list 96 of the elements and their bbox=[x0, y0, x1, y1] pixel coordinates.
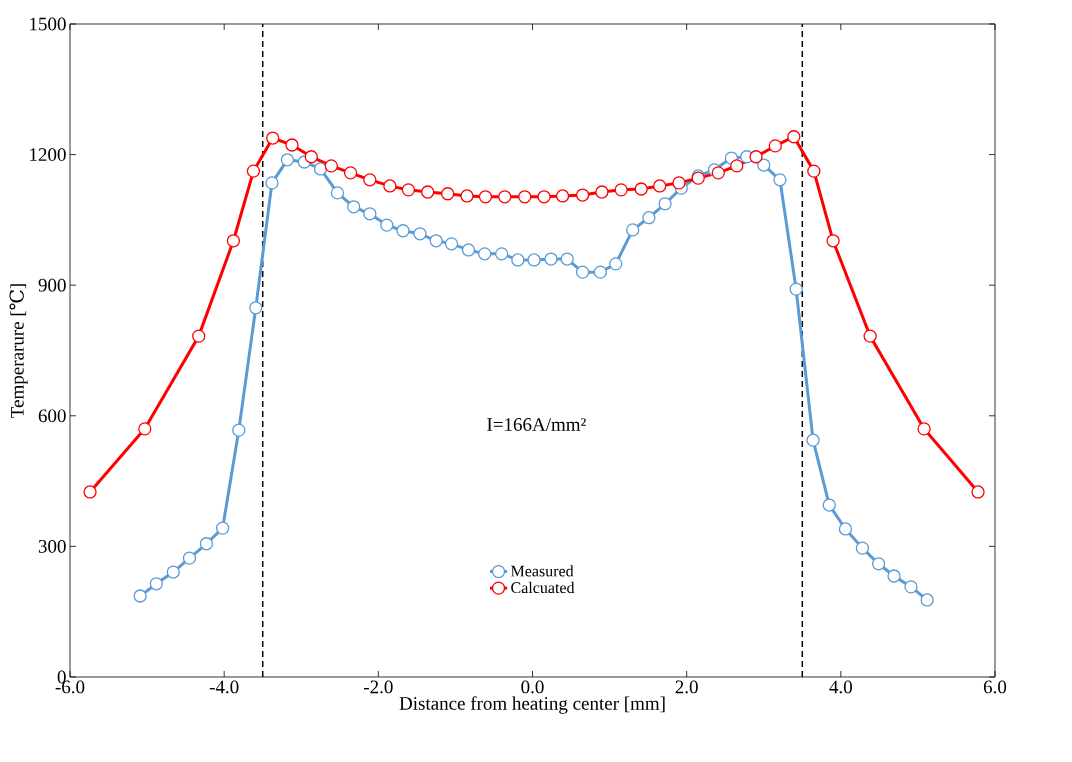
point bbox=[478, 190, 493, 204]
point bbox=[83, 485, 97, 499]
point bbox=[642, 211, 656, 225]
point bbox=[444, 237, 459, 251]
point bbox=[246, 164, 261, 178]
point bbox=[614, 183, 628, 197]
x-tick-label: 4.0 bbox=[829, 680, 852, 694]
annotation: I=166A/mm² bbox=[487, 418, 586, 431]
x-tick-label: 0.0 bbox=[521, 680, 544, 694]
x-tick-label: 2.0 bbox=[675, 680, 698, 694]
y-tick-label: 600 bbox=[38, 409, 66, 423]
point bbox=[653, 179, 667, 193]
point bbox=[313, 162, 328, 176]
point bbox=[149, 577, 163, 591]
point bbox=[971, 485, 985, 499]
x-axis-title: Distance from heating center [mm] bbox=[399, 696, 665, 714]
point bbox=[232, 423, 246, 437]
point bbox=[133, 589, 147, 603]
point bbox=[199, 537, 214, 551]
point bbox=[555, 189, 570, 203]
point bbox=[789, 282, 803, 296]
point bbox=[226, 234, 241, 248]
point bbox=[822, 498, 836, 512]
point bbox=[330, 186, 345, 200]
point bbox=[527, 253, 541, 267]
point bbox=[285, 138, 299, 152]
point bbox=[280, 153, 295, 167]
point bbox=[396, 224, 410, 238]
point bbox=[575, 265, 590, 279]
point bbox=[838, 522, 853, 536]
point bbox=[265, 176, 279, 190]
point bbox=[495, 247, 509, 261]
x-tick-label: -2.0 bbox=[364, 680, 393, 694]
point bbox=[401, 183, 416, 197]
y-tick-label: 1200 bbox=[30, 148, 66, 161]
point bbox=[441, 187, 455, 201]
point bbox=[658, 197, 672, 211]
point bbox=[347, 200, 361, 214]
point bbox=[787, 130, 801, 144]
point bbox=[324, 159, 338, 173]
point bbox=[595, 185, 609, 199]
legend-label: Calcuated bbox=[511, 581, 575, 594]
point bbox=[363, 207, 377, 221]
y-tick-label: 300 bbox=[38, 539, 66, 553]
y-tick-label: 900 bbox=[38, 278, 66, 292]
point bbox=[215, 521, 230, 535]
point bbox=[593, 265, 607, 279]
point bbox=[807, 164, 821, 178]
y-axis-title: Temperarure [℃] bbox=[9, 284, 28, 418]
point bbox=[518, 190, 532, 204]
point bbox=[182, 551, 197, 565]
point bbox=[917, 422, 931, 436]
point bbox=[413, 227, 427, 241]
y-tick-label: 1500 bbox=[30, 17, 66, 31]
point bbox=[498, 190, 512, 204]
point bbox=[249, 301, 263, 315]
point bbox=[826, 234, 840, 248]
point bbox=[855, 541, 870, 555]
point bbox=[343, 166, 358, 180]
point bbox=[749, 150, 763, 164]
point bbox=[904, 580, 918, 594]
point bbox=[560, 252, 574, 266]
point bbox=[537, 190, 551, 204]
point bbox=[166, 565, 180, 579]
point bbox=[192, 329, 206, 343]
point bbox=[773, 173, 787, 187]
point bbox=[429, 234, 443, 248]
point bbox=[634, 182, 648, 196]
x-tick-label: 6.0 bbox=[983, 680, 1007, 694]
legend-label: Measured bbox=[511, 565, 574, 577]
point bbox=[421, 185, 435, 199]
point bbox=[478, 247, 492, 261]
point bbox=[544, 252, 558, 266]
point bbox=[711, 166, 725, 180]
point bbox=[304, 150, 318, 164]
point bbox=[575, 188, 590, 202]
point bbox=[863, 329, 877, 343]
point bbox=[730, 159, 744, 173]
point bbox=[757, 158, 771, 172]
point bbox=[609, 257, 623, 271]
point bbox=[672, 176, 686, 190]
point bbox=[383, 179, 397, 193]
point bbox=[461, 243, 476, 257]
point bbox=[266, 131, 280, 145]
point bbox=[511, 253, 525, 267]
point bbox=[380, 218, 394, 232]
point bbox=[363, 173, 377, 187]
point bbox=[460, 189, 474, 203]
point bbox=[920, 593, 934, 607]
point bbox=[768, 139, 782, 153]
point bbox=[871, 557, 886, 571]
point bbox=[806, 433, 820, 447]
point bbox=[626, 223, 640, 237]
point bbox=[138, 422, 152, 436]
point bbox=[887, 569, 901, 583]
x-tick-label: -4.0 bbox=[209, 680, 239, 694]
